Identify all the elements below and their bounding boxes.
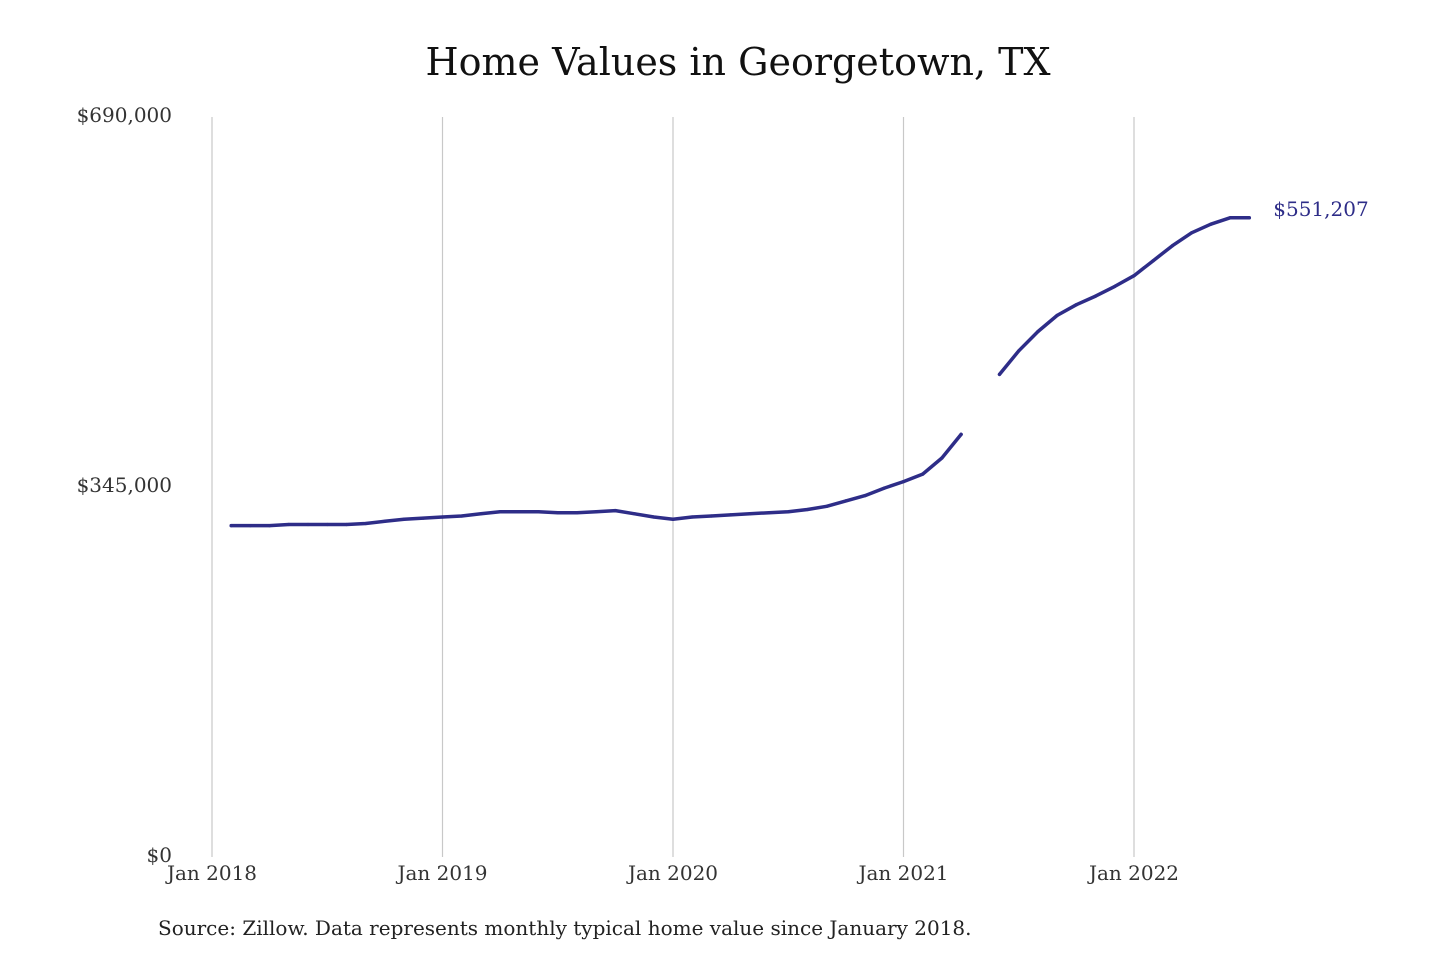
data-point xyxy=(1170,244,1174,248)
annotations: $551,207 xyxy=(1273,197,1368,221)
data-point xyxy=(1017,349,1021,353)
chart-title: Home Values in Georgetown, TX xyxy=(425,40,1051,84)
data-point xyxy=(248,524,252,528)
data-point xyxy=(863,494,867,498)
data-point xyxy=(786,510,790,514)
x-axis: Jan 2018 Jan 2019 Jan 2020 Jan 2021 Jan 2022 xyxy=(165,861,1179,885)
data-point xyxy=(709,514,714,518)
data-point xyxy=(479,512,483,516)
end-value-label: $551,207 xyxy=(1273,197,1368,221)
data-point xyxy=(1190,231,1194,235)
data-point xyxy=(1036,329,1040,334)
data-point xyxy=(421,516,425,520)
data-point xyxy=(1228,216,1232,220)
data-point xyxy=(652,515,656,519)
data-point xyxy=(844,499,848,503)
data-point xyxy=(1209,222,1213,226)
data-point xyxy=(690,515,694,519)
x-tick-label: Jan 2018 xyxy=(165,861,257,885)
data-point xyxy=(1247,216,1251,220)
data-point xyxy=(921,472,925,476)
data-point xyxy=(460,514,464,518)
data-point xyxy=(767,511,771,515)
data-point xyxy=(383,519,387,523)
data-point xyxy=(498,510,502,514)
source-note: Source: Zillow. Data represents monthly … xyxy=(158,916,972,940)
x-tick-label: Jan 2020 xyxy=(626,861,718,885)
y-tick-label: $0 xyxy=(147,843,172,867)
data-point xyxy=(729,513,733,517)
data-point xyxy=(268,524,272,528)
data-point xyxy=(1151,259,1155,263)
data-point xyxy=(825,504,829,508)
data-point xyxy=(633,512,637,516)
x-tick-label: Jan 2021 xyxy=(856,861,948,885)
data-point xyxy=(1132,274,1136,278)
data-point xyxy=(805,507,810,512)
data-point xyxy=(882,486,886,490)
data-point xyxy=(517,510,521,514)
data-point xyxy=(594,510,598,514)
data-point xyxy=(671,517,675,521)
data-point xyxy=(1094,294,1098,298)
data-point xyxy=(325,522,329,527)
data-point xyxy=(748,512,752,516)
data-point xyxy=(575,511,579,515)
data-point xyxy=(997,372,1002,376)
series-line xyxy=(997,216,1252,377)
data-point xyxy=(364,521,368,526)
data-point xyxy=(440,515,445,519)
y-tick-label: $690,000 xyxy=(77,103,172,127)
data-point xyxy=(940,456,944,460)
data-point xyxy=(1055,313,1059,317)
data-point xyxy=(613,509,618,513)
y-axis: $0 $345,000 $690,000 xyxy=(77,103,172,867)
data-point xyxy=(1113,284,1117,288)
data-point xyxy=(229,524,233,528)
data-point xyxy=(536,510,541,514)
plot-area xyxy=(229,216,1252,528)
data-point xyxy=(402,517,406,521)
data-point xyxy=(1074,303,1078,307)
gridlines xyxy=(211,117,1135,857)
x-tick-label: Jan 2022 xyxy=(1087,861,1179,885)
data-point xyxy=(959,432,963,436)
y-tick-label: $345,000 xyxy=(77,473,172,497)
data-point xyxy=(306,522,310,527)
data-point xyxy=(344,522,349,527)
data-point xyxy=(901,480,906,484)
data-point xyxy=(556,511,560,515)
x-tick-label: Jan 2019 xyxy=(395,861,487,885)
data-point xyxy=(287,522,291,527)
